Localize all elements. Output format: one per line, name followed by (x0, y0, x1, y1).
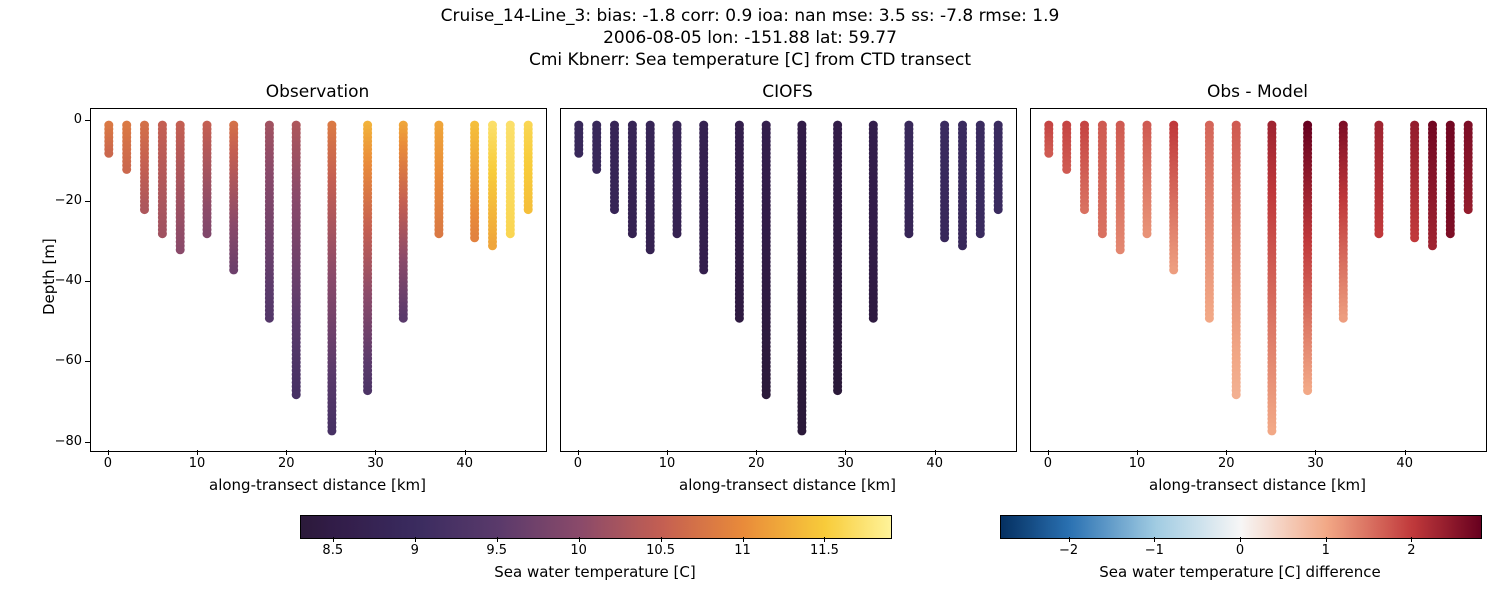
x-tick: 30 (833, 456, 857, 471)
colorbar-tick: 2 (1391, 543, 1431, 558)
colorbar-tick: 10 (559, 543, 599, 558)
x-tick: 20 (744, 456, 768, 471)
x-tick: 30 (363, 456, 387, 471)
y-tick: −20 (55, 193, 82, 208)
colorbar-tick: −2 (1049, 543, 1089, 558)
colorbar-tick: 11 (723, 543, 763, 558)
colorbar-tick: 9 (395, 543, 435, 558)
colorbar-tick: 0 (1220, 543, 1260, 558)
figure: { "suptitle": { "line1": "Cruise_14-Line… (0, 0, 1500, 600)
y-tick: −40 (55, 273, 82, 288)
plot-area (90, 108, 547, 452)
colorbar-tick: 10.5 (641, 543, 681, 558)
y-tick: −60 (55, 353, 82, 368)
plot-area (560, 108, 1017, 452)
plot-area (1030, 108, 1487, 452)
suptitle-line1: Cruise_14-Line_3: bias: -1.8 corr: 0.9 i… (0, 6, 1500, 26)
x-tick: 40 (923, 456, 947, 471)
colorbar-tick: 11.5 (804, 543, 844, 558)
colorbar-tick: −1 (1134, 543, 1174, 558)
x-tick: 10 (185, 456, 209, 471)
x-tick: 0 (96, 456, 120, 471)
x-tick: 10 (655, 456, 679, 471)
colorbar-label: Sea water temperature [C] (300, 563, 890, 581)
colorbar-tick: 8.5 (313, 543, 353, 558)
x-axis-label: along-transect distance [km] (1030, 476, 1485, 494)
y-tick: −80 (55, 434, 82, 449)
panel-title: Observation (90, 82, 545, 102)
panel-title: Obs - Model (1030, 82, 1485, 102)
x-tick: 10 (1125, 456, 1149, 471)
x-tick: 0 (566, 456, 590, 471)
colorbar-tick: 1 (1306, 543, 1346, 558)
colorbar-diff (1000, 515, 1482, 539)
colorbar-tick: 9.5 (477, 543, 517, 558)
x-tick: 0 (1036, 456, 1060, 471)
x-tick: 40 (453, 456, 477, 471)
x-axis-label: along-transect distance [km] (560, 476, 1015, 494)
x-tick: 20 (1214, 456, 1238, 471)
x-tick: 30 (1303, 456, 1327, 471)
suptitle-line2: 2006-08-05 lon: -151.88 lat: 59.77 (0, 28, 1500, 48)
panel-title: CIOFS (560, 82, 1015, 102)
x-axis-label: along-transect distance [km] (90, 476, 545, 494)
y-tick: 0 (74, 112, 82, 127)
colorbar-label: Sea water temperature [C] difference (1000, 563, 1480, 581)
colorbar-main (300, 515, 892, 539)
suptitle-line3: Cmi Kbnerr: Sea temperature [C] from CTD… (0, 50, 1500, 70)
x-tick: 40 (1393, 456, 1417, 471)
x-tick: 20 (274, 456, 298, 471)
